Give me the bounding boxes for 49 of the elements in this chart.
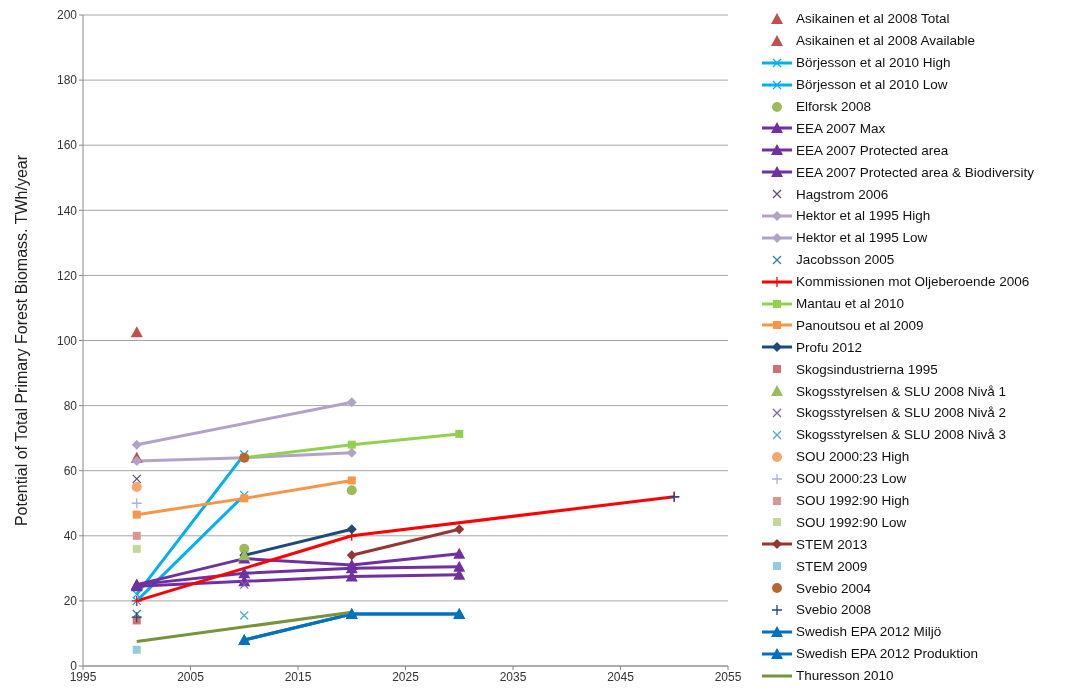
y-tick-label: 160 <box>56 138 78 153</box>
x-tick-label: 2045 <box>607 669 635 684</box>
y-tick-label: 40 <box>63 529 78 544</box>
y-tick-label: 20 <box>63 594 78 609</box>
legend-label: EEA 2007 Max <box>796 120 886 136</box>
legend-label: SOU 1992:90 Low <box>796 514 907 530</box>
legend-label: Börjesson et al 2010 High <box>796 55 951 71</box>
legend-label: Swedish EPA 2012 Miljö <box>796 624 942 640</box>
legend-label: Svebio 2004 <box>796 580 872 596</box>
legend-label: SOU 1992:90 High <box>796 493 910 509</box>
legend-label: Asikainen et al 2008 Available <box>796 33 976 49</box>
x-tick-label: 2055 <box>714 669 742 684</box>
legend-label: Profu 2012 <box>796 339 863 355</box>
legend-label: Elforsk 2008 <box>796 99 872 114</box>
legend-label: Swedish EPA 2012 Produktion <box>796 646 979 662</box>
legend-label: Hektor et al 1995 Low <box>796 230 928 246</box>
legend-label: Skogsstyrelsen & SLU 2008 Nivå 1 <box>796 383 1007 399</box>
legend-label: STEM 2009 <box>796 558 868 574</box>
legend-label: Svebio 2008 <box>796 602 872 618</box>
legend-label: STEM 2013 <box>796 536 868 552</box>
legend-label: Börjesson et al 2010 Low <box>796 77 948 93</box>
y-tick-label: 100 <box>56 333 78 348</box>
y-tick-label: 60 <box>63 463 78 478</box>
legend-label: Hagstrom 2006 <box>796 186 889 202</box>
legend-label: Skogsstyrelsen & SLU 2008 Nivå 2 <box>796 405 1007 421</box>
legend-label: Asikainen et al 2008 Total <box>796 11 950 27</box>
y-tick-label: 80 <box>63 398 78 413</box>
legend-label: Kommissionen mot Oljeberoende 2006 <box>796 274 1030 290</box>
x-tick-label: 2015 <box>284 669 312 684</box>
y-tick-label: 140 <box>56 203 78 218</box>
legend-label: Thuresson 2010 <box>796 668 894 684</box>
y-tick-label: 180 <box>56 73 78 88</box>
legend-label: SOU 2000:23 High <box>796 449 910 465</box>
legend-label: SOU 2000:23 Low <box>796 471 907 487</box>
x-tick-label: 2035 <box>499 669 527 684</box>
x-tick-label: 1995 <box>69 669 97 684</box>
legend-label: Hektor et al 1995 High <box>796 208 931 224</box>
legend-label: Jacobsson 2005 <box>796 252 895 268</box>
legend-label: EEA 2007 Protected area <box>796 142 949 158</box>
x-tick-label: 2025 <box>392 669 420 684</box>
x-tick-label: 2005 <box>177 669 205 684</box>
legend-label: Panoutsou et al 2009 <box>796 317 924 333</box>
legend-label: Skogsstyrelsen & SLU 2008 Nivå 3 <box>796 427 1007 443</box>
y-tick-label: 120 <box>56 268 78 283</box>
y-tick-label: 200 <box>56 8 78 23</box>
legend-label: Skogsindustrierna 1995 <box>796 361 938 377</box>
legend-label: EEA 2007 Protected area & Biodiversity <box>796 164 1034 180</box>
legend-label: Mantau et al 2010 <box>796 296 905 312</box>
y-axis-title: Potential of Total Primary Forest Biomass. TWh/year <box>12 154 30 527</box>
